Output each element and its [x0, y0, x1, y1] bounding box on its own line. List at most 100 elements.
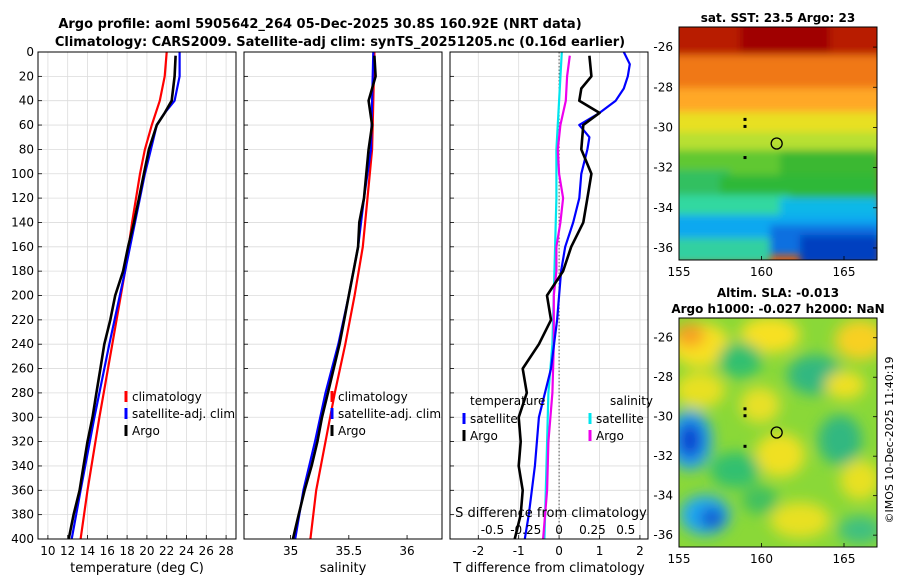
plot-frame [37, 51, 237, 540]
depth-tick-label: 340 [11, 459, 34, 473]
map-x-tick-label: 160 [750, 552, 773, 566]
x-tick-label: 0 [555, 544, 563, 558]
depth-tick-label: 120 [11, 191, 34, 205]
difference-panel: -2 -1 0 1 2 T difference from climatology S di… [449, 51, 653, 576]
map-y-tick-label: -32 [653, 449, 673, 463]
depth-tick-label: 220 [11, 313, 34, 327]
map-y-tick-label: -30 [653, 410, 673, 424]
legend-label: Argo [596, 429, 624, 443]
x-tick-label: 20 [139, 544, 154, 558]
x-tick-label: 2 [636, 544, 644, 558]
x-axis-label: salinity [320, 561, 367, 576]
legend-label: Argo [338, 424, 366, 438]
map-x-tick-label: 165 [833, 265, 856, 279]
depth-tick-label: 280 [11, 386, 34, 400]
x-tick-label: 22 [159, 544, 174, 558]
x-tick-label: 10 [40, 544, 55, 558]
sla-heatmap [679, 318, 877, 547]
depth-tick-label: 400 [11, 532, 34, 546]
map-y-tick-label: -26 [653, 40, 673, 54]
legend-label: satellite [596, 412, 644, 426]
x-tick-label: 14 [80, 544, 95, 558]
temperature-argo-line [513, 55, 601, 539]
map-y-tick-label: -36 [653, 528, 673, 542]
legend-title-salinity: salinity [610, 394, 653, 408]
depth-tick-label: 260 [11, 362, 34, 376]
x-tick-label: 26 [199, 544, 214, 558]
title-line-1: Argo profile: aoml 5905642_264 05-Dec-20… [58, 17, 581, 32]
depth-tick-label: 0 [26, 45, 34, 59]
x-tick-label: -2 [472, 544, 484, 558]
title-line-2: Climatology: CARS2009. Satellite-adj cli… [55, 35, 625, 50]
depth-tick-label: 300 [11, 410, 34, 424]
x-tick-label: 36 [399, 544, 414, 558]
x-tick-label: 28 [218, 544, 233, 558]
climatology-line [309, 52, 376, 539]
x2-tick-label: -0.25 [510, 523, 541, 537]
map-y-tick-label: -32 [653, 161, 673, 175]
x-tick-label: 35 [283, 544, 298, 558]
depth-tick-label: 380 [11, 508, 34, 522]
x-tick-label: 12 [60, 544, 75, 558]
argo-position-marker [770, 137, 783, 150]
depth-tick-label: 320 [11, 435, 34, 449]
legend-label: climatology [132, 390, 202, 404]
plot-frame [243, 51, 443, 540]
legend-label: Argo [470, 429, 498, 443]
x-tick-label: 24 [179, 544, 194, 558]
depth-tick-label: 180 [11, 264, 34, 278]
sla-map-subtitle: Argo h1000: -0.027 h2000: NaN [671, 302, 884, 316]
map-y-tick-label: -36 [653, 241, 673, 255]
salinity-panel: 35 35.5 36 salinity climatology satellite-adj… [243, 51, 443, 576]
legend-label: satellite-adj. clim [338, 407, 441, 421]
map-x-tick-label: 155 [668, 552, 691, 566]
sst-map-title: sat. SST: 23.5 Argo: 23 [701, 11, 855, 25]
depth-tick-label: 40 [19, 94, 34, 108]
map-y-tick-label: -30 [653, 120, 673, 134]
x2-tick-label: -0.5 [481, 523, 504, 537]
map-y-tick-label: -26 [653, 331, 673, 345]
map-x-tick-label: 165 [833, 552, 856, 566]
map-x-tick-label: 155 [668, 265, 691, 279]
depth-tick-label: 100 [11, 167, 34, 181]
legend-title-temperature: temperature [470, 394, 545, 408]
depth-tick-label: 200 [11, 289, 34, 303]
legend-label: Argo [132, 424, 160, 438]
argo-line [291, 55, 377, 539]
x2-tick-label: 0.25 [579, 523, 606, 537]
x-tick-label: 16 [100, 544, 115, 558]
plot-area [513, 52, 631, 539]
argo-line [67, 55, 177, 539]
sla-map-title: Altim. SLA: -0.013 [717, 286, 839, 300]
temperature-satellite-line [523, 52, 631, 539]
x2-axis-label: S difference from climatology [455, 506, 647, 521]
x-tick-label: 35.5 [335, 544, 362, 558]
plot-area [67, 52, 181, 539]
x-tick-label: 1 [596, 544, 604, 558]
previous-position-dot [743, 444, 747, 448]
map-y-tick-label: -28 [653, 80, 673, 94]
plot-frame [449, 51, 649, 540]
temperature-panel: 0 20 40 60 80 100 120 140 160 180 200 220 240 260 280 3… [11, 45, 237, 576]
previous-position-dot [743, 117, 747, 121]
depth-tick-label: 240 [11, 337, 34, 351]
depth-tick-label: 160 [11, 240, 34, 254]
depth-tick-label: 20 [19, 69, 34, 83]
x-axis-label: T difference from climatology [452, 561, 645, 576]
x2-tick-label: 0 [555, 523, 563, 537]
sst-heatmap [679, 27, 877, 260]
map-y-tick-label: -34 [653, 201, 673, 215]
previous-position-dot [743, 124, 747, 128]
depth-tick-label: 360 [11, 483, 34, 497]
map-y-tick-label: -34 [653, 489, 673, 503]
depth-tick-label: 60 [19, 118, 34, 132]
x-axis-label: temperature (deg C) [70, 561, 204, 576]
salinity-argo-line [542, 55, 571, 539]
map-x-tick-label: 160 [750, 265, 773, 279]
legend-label: satellite-adj. clim [132, 407, 235, 421]
climatology-line [79, 52, 168, 539]
argo-position-marker [770, 426, 783, 439]
depth-tick-label: 80 [19, 142, 34, 156]
previous-position-dot [743, 407, 747, 411]
